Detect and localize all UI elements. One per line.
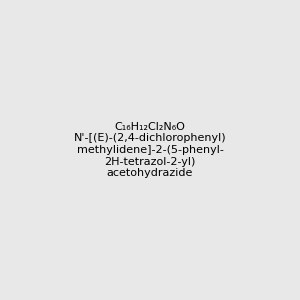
Text: C₁₆H₁₂Cl₂N₆O
N'-[(E)-(2,4-dichlorophenyl)
methylidene]-2-(5-phenyl-
2H-tetrazol-: C₁₆H₁₂Cl₂N₆O N'-[(E)-(2,4-dichlorophenyl…	[74, 122, 226, 178]
